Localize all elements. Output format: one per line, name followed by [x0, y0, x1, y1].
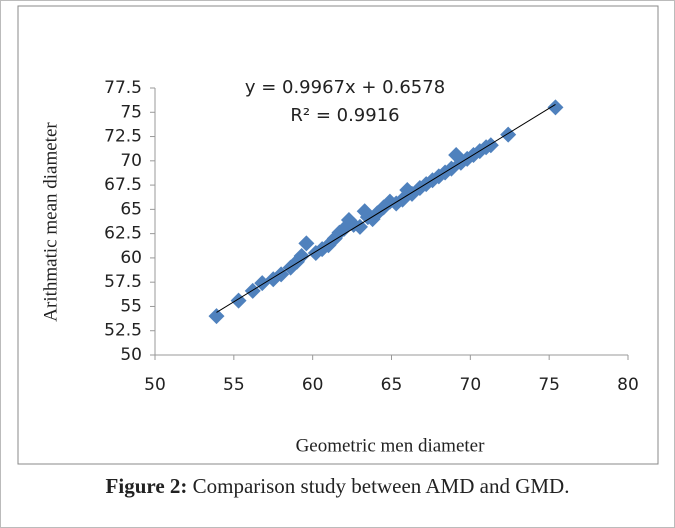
y-tick-label: 65	[120, 199, 142, 219]
caption-label: Figure 2:	[105, 474, 188, 498]
chart-border	[17, 5, 659, 465]
y-tick-label: 75	[120, 102, 142, 122]
x-tick-label: 75	[538, 375, 560, 395]
y-tick-label: 67.5	[104, 175, 142, 195]
y-tick-label: 77.5	[104, 78, 142, 98]
x-tick-label: 55	[223, 375, 245, 395]
point	[351, 218, 368, 235]
x-axis-title: Geometric men diameter	[296, 435, 486, 456]
x-tick-label: 80	[617, 375, 639, 395]
point	[298, 235, 315, 252]
y-tick-label: 55	[120, 296, 142, 316]
y-tick-label: 72.5	[104, 127, 142, 147]
caption: Figure 2: Comparison study between AMD a…	[0, 474, 675, 499]
y-tick-label: 70	[120, 151, 142, 171]
x-tick-label: 70	[460, 375, 482, 395]
point	[547, 99, 564, 116]
y-tick-label: 60	[120, 248, 142, 268]
point	[208, 308, 225, 325]
caption-text: Comparison study between AMD and GMD.	[192, 474, 570, 498]
y-tick-label: 57.5	[104, 272, 142, 292]
y-tick-label: 62.5	[104, 224, 142, 244]
x-tick-label: 60	[302, 375, 324, 395]
point	[244, 282, 261, 299]
chart: Arithmatic mean diameter Geometric men d…	[17, 5, 659, 465]
trendline	[216, 103, 556, 313]
x-tick-label: 50	[144, 375, 166, 395]
equation: y = 0.9967x + 0.6578	[245, 77, 445, 98]
x-tick-label: 65	[381, 375, 403, 395]
y-tick-label: 52.5	[104, 321, 142, 341]
r-squared: R² = 0.9916	[290, 105, 399, 126]
point	[293, 247, 310, 264]
y-axis-title: Arithmatic mean diameter	[40, 122, 61, 322]
y-tick-label: 50	[120, 345, 142, 365]
